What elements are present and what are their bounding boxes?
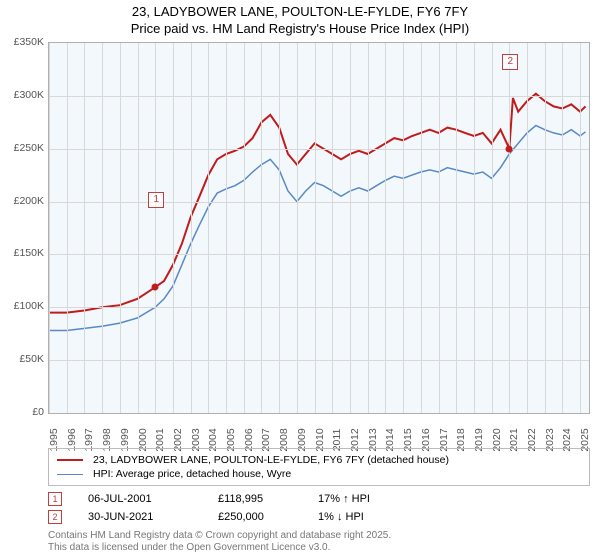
gridline-v xyxy=(138,43,139,413)
gridline-v xyxy=(368,43,369,413)
gridline-v xyxy=(49,43,50,413)
sales-row: 2 30-JUN-2021£250,0001% ↓ HPI xyxy=(48,508,438,526)
gridline-v xyxy=(67,43,68,413)
y-tick-label: £300K xyxy=(14,89,44,101)
gridline-h xyxy=(49,360,589,361)
y-axis: £0£50K£100K£150K£200K£250K£300K£350K xyxy=(0,42,46,412)
legend-label: HPI: Average price, detached house, Wyre xyxy=(93,468,291,480)
gridline-v xyxy=(315,43,316,413)
gridline-v xyxy=(102,43,103,413)
chart-title-block: 23, LADYBOWER LANE, POULTON-LE-FYLDE, FY… xyxy=(0,0,600,38)
gridline-v xyxy=(120,43,121,413)
gridline-v xyxy=(403,43,404,413)
legend-swatch xyxy=(57,474,83,475)
sales-delta: 17% ↑ HPI xyxy=(318,493,438,505)
sale-marker-dot xyxy=(506,145,513,152)
gridline-v xyxy=(456,43,457,413)
y-tick-label: £150K xyxy=(14,247,44,259)
title-line-1: 23, LADYBOWER LANE, POULTON-LE-FYLDE, FY… xyxy=(0,4,600,21)
gridline-v xyxy=(244,43,245,413)
footnote: Contains HM Land Registry data © Crown c… xyxy=(48,530,391,554)
gridline-v xyxy=(208,43,209,413)
sale-marker-dot xyxy=(152,284,159,291)
sales-date: 06-JUL-2001 xyxy=(88,493,218,505)
title-line-2: Price paid vs. HM Land Registry's House … xyxy=(0,21,600,38)
y-tick-label: £100K xyxy=(14,300,44,312)
sales-price: £118,995 xyxy=(218,493,318,505)
gridline-v xyxy=(421,43,422,413)
series-line xyxy=(49,94,586,313)
legend-swatch xyxy=(57,459,83,461)
gridline-h xyxy=(49,254,589,255)
gridline-v xyxy=(332,43,333,413)
gridline-v xyxy=(527,43,528,413)
gridline-v xyxy=(191,43,192,413)
gridline-v xyxy=(439,43,440,413)
gridline-h xyxy=(49,202,589,203)
gridline-v xyxy=(545,43,546,413)
gridline-v xyxy=(261,43,262,413)
gridline-v xyxy=(173,43,174,413)
gridline-v xyxy=(155,43,156,413)
footnote-line-1: Contains HM Land Registry data © Crown c… xyxy=(48,530,391,542)
y-tick-label: £350K xyxy=(14,36,44,48)
sales-marker: 1 xyxy=(48,492,62,506)
sale-marker-label: 1 xyxy=(148,192,164,208)
gridline-v xyxy=(474,43,475,413)
gridline-h xyxy=(49,96,589,97)
y-tick-label: £200K xyxy=(14,195,44,207)
gridline-v xyxy=(385,43,386,413)
gridline-v xyxy=(226,43,227,413)
gridline-h xyxy=(49,307,589,308)
sale-marker-label: 2 xyxy=(502,54,518,70)
x-axis: 1995199619971998199920002001200220032004… xyxy=(48,414,588,444)
series-line xyxy=(49,126,586,331)
plot-area: 12 xyxy=(48,42,590,414)
gridline-v xyxy=(279,43,280,413)
chart-container: 23, LADYBOWER LANE, POULTON-LE-FYLDE, FY… xyxy=(0,0,600,560)
gridline-v xyxy=(509,43,510,413)
legend: 23, LADYBOWER LANE, POULTON-LE-FYLDE, FY… xyxy=(48,448,590,486)
line-series-svg xyxy=(49,43,589,413)
legend-label: 23, LADYBOWER LANE, POULTON-LE-FYLDE, FY… xyxy=(93,454,449,466)
gridline-v xyxy=(580,43,581,413)
sales-date: 30-JUN-2021 xyxy=(88,511,218,523)
legend-row: HPI: Average price, detached house, Wyre xyxy=(49,467,589,481)
gridline-v xyxy=(297,43,298,413)
gridline-v xyxy=(562,43,563,413)
sales-table: 1 06-JUL-2001£118,99517% ↑ HPI 2 30-JUN-202… xyxy=(48,490,438,526)
sales-marker: 2 xyxy=(48,510,62,524)
y-tick-label: £250K xyxy=(14,142,44,154)
sales-delta: 1% ↓ HPI xyxy=(318,511,438,523)
gridline-v xyxy=(84,43,85,413)
y-tick-label: £50K xyxy=(19,353,44,365)
y-tick-label: £0 xyxy=(32,406,44,418)
gridline-v xyxy=(350,43,351,413)
sales-row: 1 06-JUL-2001£118,99517% ↑ HPI xyxy=(48,490,438,508)
sales-price: £250,000 xyxy=(218,511,318,523)
footnote-line-2: This data is licensed under the Open Gov… xyxy=(48,542,391,554)
gridline-v xyxy=(492,43,493,413)
legend-row: 23, LADYBOWER LANE, POULTON-LE-FYLDE, FY… xyxy=(49,453,589,467)
